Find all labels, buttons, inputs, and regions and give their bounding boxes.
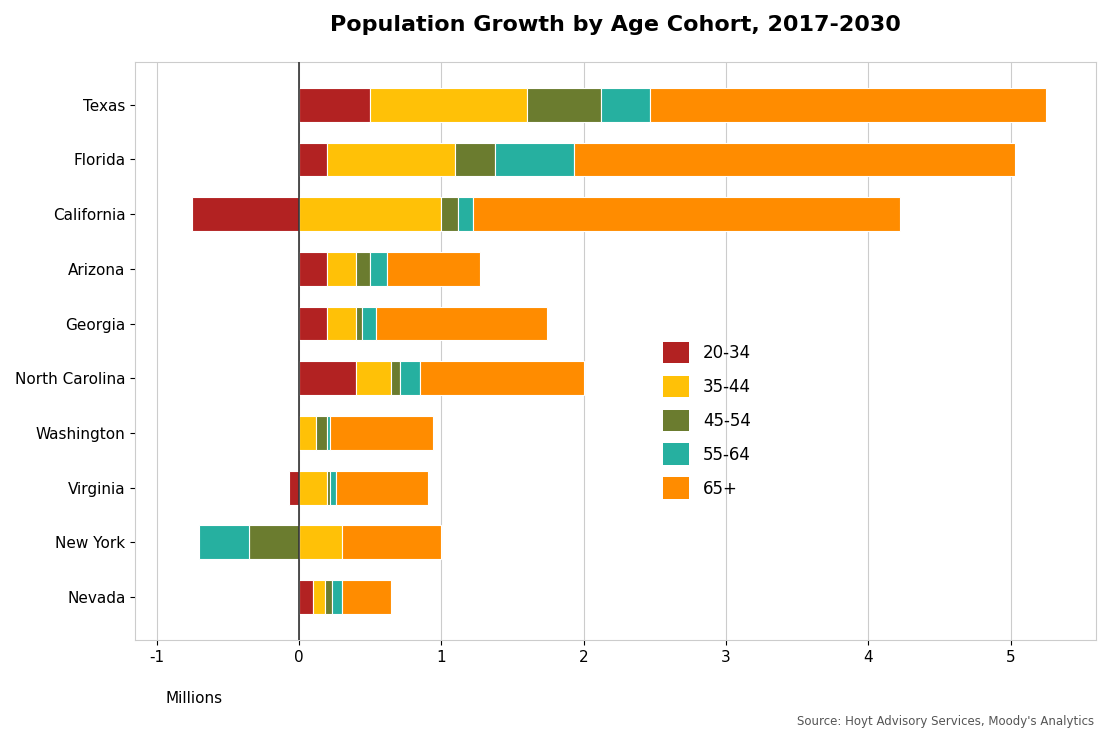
Bar: [249, 525, 299, 559]
Bar: [299, 525, 341, 559]
Bar: [387, 252, 480, 286]
Bar: [456, 143, 496, 177]
Bar: [299, 416, 316, 450]
Bar: [400, 361, 420, 395]
Bar: [192, 197, 299, 231]
Bar: [299, 361, 356, 395]
Bar: [496, 143, 573, 177]
Bar: [299, 88, 370, 122]
Bar: [391, 361, 400, 395]
Bar: [299, 252, 328, 286]
Bar: [332, 580, 341, 614]
Bar: [459, 197, 472, 231]
Bar: [299, 197, 441, 231]
Bar: [330, 416, 432, 450]
Bar: [341, 525, 441, 559]
Bar: [361, 307, 376, 341]
Bar: [328, 143, 456, 177]
Bar: [472, 197, 900, 231]
Bar: [328, 307, 356, 341]
Bar: [299, 143, 328, 177]
Bar: [376, 307, 547, 341]
Bar: [356, 307, 361, 341]
Text: Millions: Millions: [166, 691, 223, 706]
Legend: 20-34, 35-44, 45-54, 55-64, 65+: 20-34, 35-44, 45-54, 55-64, 65+: [657, 335, 758, 505]
Bar: [313, 580, 324, 614]
Bar: [299, 307, 328, 341]
Bar: [199, 525, 249, 559]
Bar: [356, 252, 370, 286]
Bar: [299, 471, 328, 505]
Bar: [289, 471, 299, 505]
Bar: [420, 361, 583, 395]
Bar: [299, 580, 313, 614]
Bar: [601, 88, 650, 122]
Bar: [316, 416, 328, 450]
Bar: [328, 416, 330, 450]
Bar: [441, 197, 459, 231]
Text: Source: Hoyt Advisory Services, Moody's Analytics: Source: Hoyt Advisory Services, Moody's …: [798, 715, 1094, 728]
Bar: [527, 88, 601, 122]
Title: Population Growth by Age Cohort, 2017-2030: Population Growth by Age Cohort, 2017-20…: [330, 15, 901, 35]
Bar: [328, 471, 330, 505]
Bar: [370, 88, 527, 122]
Bar: [328, 252, 356, 286]
Bar: [324, 580, 332, 614]
Bar: [330, 471, 336, 505]
Bar: [650, 88, 1047, 122]
Bar: [573, 143, 1014, 177]
Bar: [356, 361, 391, 395]
Bar: [370, 252, 387, 286]
Bar: [336, 471, 429, 505]
Bar: [341, 580, 391, 614]
